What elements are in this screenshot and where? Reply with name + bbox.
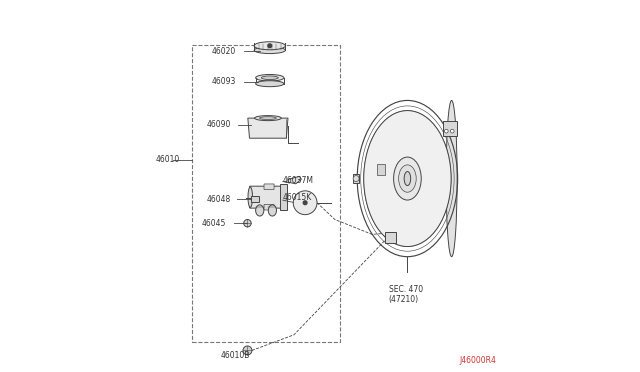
Text: 46020: 46020 — [212, 47, 236, 56]
Text: 46037M: 46037M — [283, 176, 314, 185]
Ellipse shape — [254, 47, 285, 54]
FancyBboxPatch shape — [250, 186, 286, 208]
Ellipse shape — [446, 100, 457, 257]
Circle shape — [353, 176, 359, 182]
Bar — [378, 164, 385, 175]
Bar — [280, 184, 287, 211]
Bar — [443, 121, 457, 136]
Ellipse shape — [364, 110, 451, 247]
Text: 46048: 46048 — [207, 195, 231, 203]
Circle shape — [244, 219, 251, 227]
Bar — [191, 45, 340, 342]
Ellipse shape — [254, 42, 285, 50]
Ellipse shape — [255, 74, 284, 81]
FancyBboxPatch shape — [264, 184, 274, 190]
Circle shape — [268, 44, 271, 48]
Ellipse shape — [255, 81, 284, 87]
Ellipse shape — [261, 76, 278, 80]
Ellipse shape — [248, 187, 253, 208]
Bar — [385, 232, 396, 243]
Text: 46010B: 46010B — [220, 351, 250, 360]
Ellipse shape — [268, 205, 276, 216]
Circle shape — [243, 346, 252, 355]
Polygon shape — [289, 176, 301, 184]
Ellipse shape — [255, 116, 282, 121]
Text: 46010: 46010 — [156, 155, 180, 164]
Bar — [251, 196, 259, 202]
Ellipse shape — [399, 165, 416, 192]
Text: 46045: 46045 — [202, 219, 226, 228]
Ellipse shape — [255, 205, 264, 216]
Ellipse shape — [394, 157, 421, 200]
Polygon shape — [248, 118, 288, 138]
Circle shape — [303, 201, 307, 205]
Text: 46093: 46093 — [212, 77, 237, 86]
FancyBboxPatch shape — [264, 205, 274, 210]
Circle shape — [293, 191, 317, 215]
Text: SEC. 470: SEC. 470 — [389, 285, 423, 294]
Text: (47210): (47210) — [389, 295, 419, 304]
Circle shape — [451, 129, 454, 133]
Text: J46000R4: J46000R4 — [460, 356, 497, 365]
Text: 46090: 46090 — [207, 120, 231, 129]
Ellipse shape — [404, 171, 411, 186]
Ellipse shape — [260, 117, 276, 119]
Bar — [353, 174, 360, 183]
Text: 46015K: 46015K — [283, 193, 312, 202]
Circle shape — [444, 129, 448, 133]
